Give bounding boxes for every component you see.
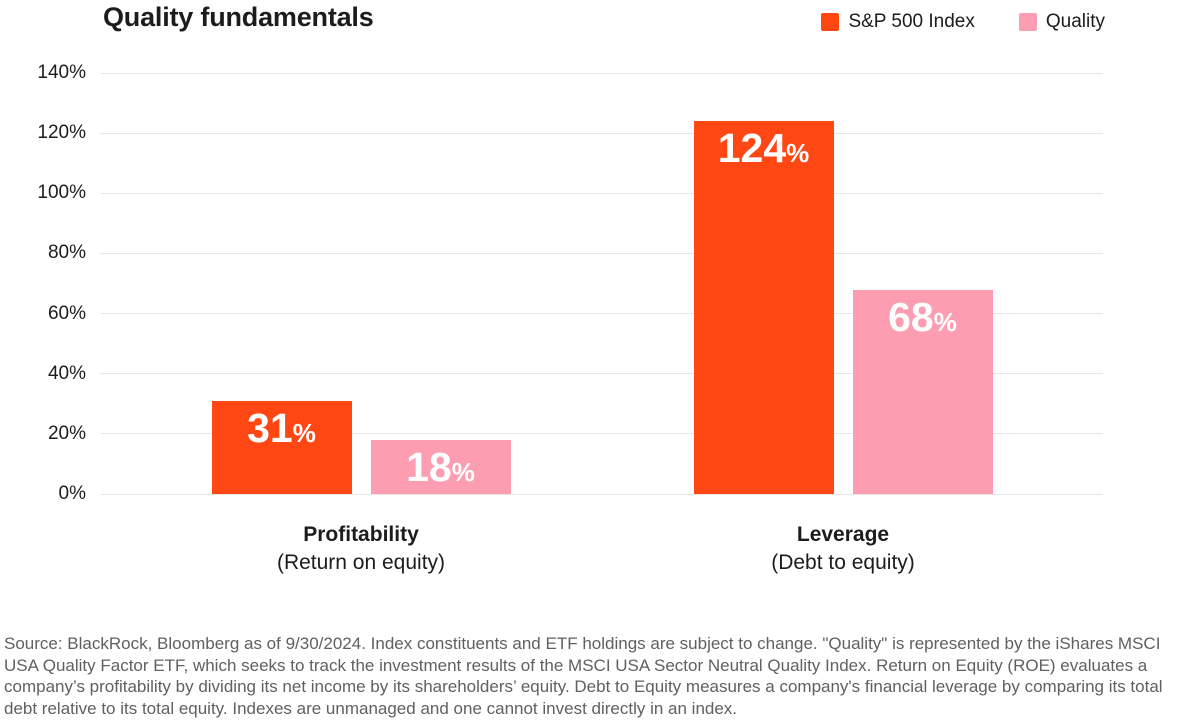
gridline [100, 252, 1103, 254]
y-axis-tick-label: 100% [37, 182, 86, 204]
category-label: Leverage [796, 523, 890, 546]
legend-item-s-p-500-index: S&P 500 Index [821, 11, 975, 33]
category-sublabel: (Debt to equity) [771, 551, 915, 574]
gridline [100, 72, 1103, 74]
legend: S&P 500 Index Quality [821, 11, 1105, 33]
gridline [100, 493, 1103, 495]
bar-value-label: 18% [406, 443, 475, 490]
bar-quality-profitability: 18% [370, 439, 511, 494]
category-label-leverage: Leverage (Debt to equity) [643, 521, 1043, 577]
category-sublabel: (Return on equity) [276, 551, 446, 574]
y-axis-tick-label: 60% [47, 302, 86, 324]
legend-label: S&P 500 Index [848, 11, 975, 32]
y-axis-tick-label: 120% [37, 122, 86, 144]
category-label-profitability: Profitability (Return on equity) [161, 521, 561, 577]
y-axis-tick-label: 80% [47, 242, 86, 264]
gridline [100, 313, 1103, 315]
bar-s-p-500-index-profitability: 31% [211, 400, 352, 494]
y-axis-tick-label: 140% [37, 62, 86, 83]
chart-title: Quality fundamentals [103, 2, 374, 32]
y-axis-tick-label: 40% [47, 362, 86, 384]
bar-value-label: 31% [247, 404, 316, 451]
source-footnote: Source: BlackRock, Bloomberg as of 9/30/… [4, 634, 1163, 718]
bar-value-label: 68% [888, 293, 957, 340]
legend-label: Quality [1045, 11, 1105, 32]
bar-value-label: 124% [717, 125, 810, 172]
legend-swatch-icon [1018, 13, 1037, 31]
gridline [100, 192, 1103, 194]
y-axis-tick-label: 0% [58, 483, 86, 504]
gridline [100, 132, 1103, 134]
bar-s-p-500-index-leverage: 124% [693, 121, 834, 494]
gridline [100, 373, 1103, 375]
category-label: Profitability [303, 523, 419, 546]
gridline [100, 433, 1103, 435]
bar-quality-leverage: 68% [852, 289, 993, 494]
y-axis-tick-label: 20% [47, 422, 86, 444]
legend-item-quality: Quality [1018, 11, 1105, 33]
legend-swatch-icon [821, 13, 840, 31]
